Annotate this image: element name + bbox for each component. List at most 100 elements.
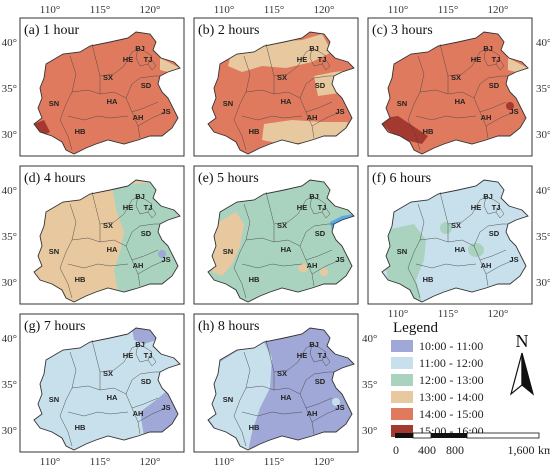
province-label-tj: TJ [492,55,501,64]
scale-bar: 0 400 800 1,600 km [393,432,550,457]
province-label-ha: HA [455,245,466,254]
province-label-sn: SN [397,247,407,256]
lon-tick-label: 120° [488,308,509,320]
map-panel: 110° 115° 120° BJ TJ HE SX SD SN HA HB AH JS (b) 2 ho… [193,4,359,157]
province-label-hb: HB [249,127,260,136]
province-label-tj: TJ [144,351,153,360]
province-label-he: HE [123,203,133,212]
legend-title: Legend [393,320,438,336]
time-zone-patch [298,264,328,276]
region-map: BJ TJ HE SX SD SN HA HB AH JS [381,179,529,303]
province-label-sx: SX [277,369,287,378]
province-label-sd: SD [489,81,500,90]
lat-tick-label: 40° [2,37,17,49]
legend-label: 11:00 - 12:00 [419,356,483,370]
province-label-sx: SX [103,73,113,82]
province-label-ha: HA [281,97,292,106]
lat-tick-label: 40° [2,333,17,345]
province-label-ha: HA [281,245,292,254]
lon-tick-label: 120° [314,4,335,16]
map-panel: 110° 115° 120° 40° 35° 30° BJ TJ HE SX SD SN HA HB AH J… [367,165,550,320]
province-label-ha: HA [281,393,292,402]
lon-tick-label: 110° [214,456,235,468]
province-label-he: HE [123,351,133,360]
lon-tick-label: 115° [264,4,285,16]
lat-tick-label: 40° [536,185,550,197]
lat-tick-label: 40° [362,333,377,345]
province-label-js: JS [509,107,518,116]
time-zone-patch [228,34,332,72]
province-label-sn: SN [49,395,59,404]
legend-swatch [391,340,413,352]
lon-tick-label: 115° [90,4,111,16]
province-label-js: JS [161,403,170,412]
province-label-he: HE [471,55,481,64]
lon-tick-label: 120° [488,4,509,16]
time-zone-patch [506,102,514,110]
province-label-ah: AH [307,409,318,418]
province-label-tj: TJ [144,55,153,64]
lat-tick-label: 35° [2,231,17,243]
province-label-sd: SD [141,81,152,90]
lat-tick-label: 30° [2,277,17,289]
panel-title: (b) 2 hours [198,23,259,38]
province-label-sx: SX [277,73,287,82]
lat-tick-label: 35° [2,83,17,95]
north-arrow-icon: N [509,331,535,396]
lat-tick-label: 35° [362,379,377,391]
province-label-he: HE [297,351,307,360]
region-map: BJ TJ HE SX SD SN HA HB AH JS [33,327,181,451]
region-map: BJ TJ HE SX SD SN HA HB AH JS [207,327,355,451]
lat-tick-label: 30° [2,425,17,437]
region-map: BJ TJ HE SX SD SN HA HB AH JS [381,31,529,155]
time-zone-patch [132,328,156,344]
time-zone-patch [508,58,528,72]
province-label-sn: SN [223,247,233,256]
lon-tick-label: 115° [90,456,111,468]
scale-label-1600: 1,600 [508,443,535,457]
lon-tick-label: 110° [40,4,61,16]
province-label-js: JS [335,107,344,116]
legend-swatch [391,408,413,420]
lat-tick-label: 35° [2,379,17,391]
time-zone-patch [160,58,180,72]
legend-label: 14:00 - 15:00 [419,407,484,421]
province-label-sn: SN [223,395,233,404]
province-label-ha: HA [455,97,466,106]
legend-swatch [391,374,413,386]
province-label-ah: AH [481,261,492,270]
province-label-hb: HB [423,275,434,284]
province-label-bj: BJ [309,340,319,349]
province-label-tj: TJ [144,203,153,212]
time-zone-patch [112,182,178,292]
province-label-sn: SN [49,247,59,256]
time-zone-patch [332,398,340,406]
province-label-ah: AH [133,409,144,418]
lon-tick-label: 110° [388,4,409,16]
lon-tick-label: 115° [438,4,459,16]
panel-title: (g) 7 hours [24,319,85,334]
lat-tick-label: 35° [536,231,550,243]
time-zone-patch [266,74,310,109]
scale-bar-seg-4 [466,432,540,439]
province-label-ah: AH [133,113,144,122]
province-label-bj: BJ [483,44,493,53]
region-map: BJ TJ HE SX SD SN HA HB AH JS [33,179,181,303]
legend-swatch [391,391,413,403]
region-map: BJ TJ HE SX SD SN HA HB AH JS [33,31,181,155]
scale-bar-seg-3 [431,433,467,438]
province-label-sd: SD [141,377,152,386]
legend-swatch [391,357,413,369]
legend: Legend 10:00 - 11:00 11:00 - 12:00 12:00 -… [391,320,484,438]
panel-title: (d) 4 hours [24,171,85,186]
panel-title: (a) 1 hour [24,23,80,38]
lat-tick-label: 40° [2,185,17,197]
lat-tick-label: 35° [536,83,550,95]
time-zone-patch [208,342,272,450]
lon-tick-label: 110° [214,4,235,16]
province-label-sx: SX [451,73,461,82]
province-label-bj: BJ [135,340,145,349]
province-label-sx: SX [451,221,461,230]
province-label-he: HE [123,55,133,64]
